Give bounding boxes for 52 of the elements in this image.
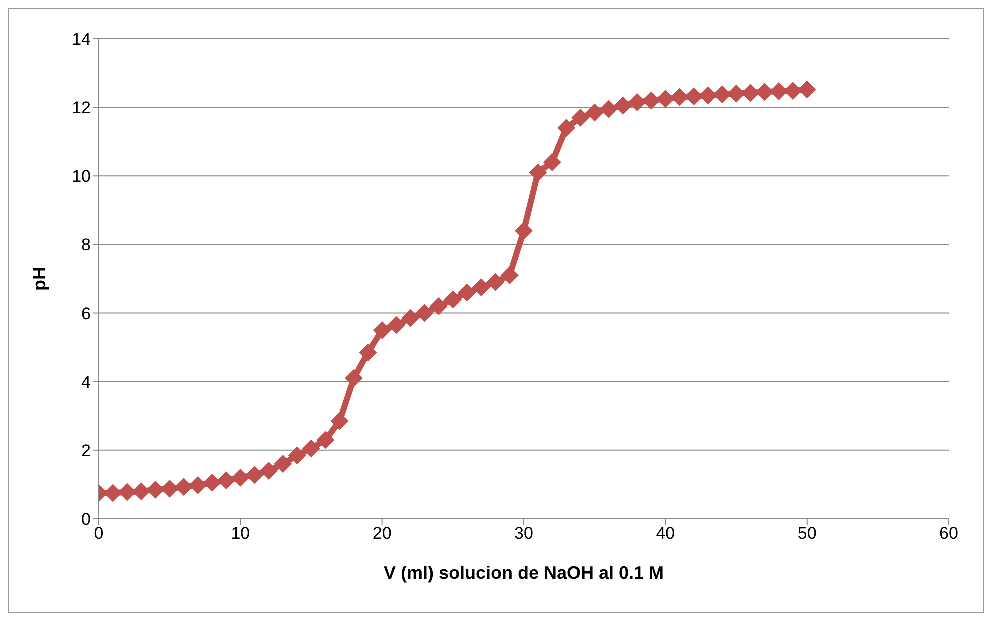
point [642,92,660,110]
y-tick-label: 12 [72,98,91,118]
point [600,100,618,118]
point [444,290,462,309]
point [515,222,533,240]
point [175,478,193,496]
point [430,297,448,316]
y-tick-label: 2 [82,441,91,460]
x-axis-title: V (ml) solucion de NaOH al 0.1 M [384,563,664,583]
point [529,164,548,182]
point [246,466,264,484]
y-tick-label: 0 [82,510,91,530]
point [586,104,604,122]
point [345,369,363,388]
point [288,446,306,465]
point [359,344,378,362]
point [558,119,576,138]
x-tick-label: 40 [656,524,676,544]
point [614,96,632,115]
y-tick-label: 8 [82,236,91,255]
point [302,440,320,458]
point [628,93,646,112]
y-tick-label: 4 [82,372,91,392]
point [274,455,292,474]
point [260,462,278,480]
x-tick-label: 30 [514,524,534,544]
y-axis-title: pH [29,267,50,291]
x-tick-label: 20 [372,524,392,544]
point [472,278,490,297]
point [458,284,476,302]
point [543,153,562,172]
point [189,476,208,494]
x-tick-label: 0 [94,524,104,544]
point [232,468,250,487]
y-tick-label: 6 [82,304,91,324]
point [486,273,505,292]
point [316,431,335,450]
y-tick-label: 14 [72,30,91,50]
x-tick-label: 60 [940,524,958,544]
point [500,266,519,285]
x-tick-label: 10 [231,524,250,544]
point [656,90,675,108]
x-tick-label: 50 [798,524,817,544]
point [218,472,236,490]
point [416,304,434,322]
point [330,412,349,430]
point [402,309,420,328]
y-tick-label: 10 [72,167,91,186]
point [388,316,406,334]
point [373,321,392,340]
point [572,108,590,127]
point [203,474,222,492]
